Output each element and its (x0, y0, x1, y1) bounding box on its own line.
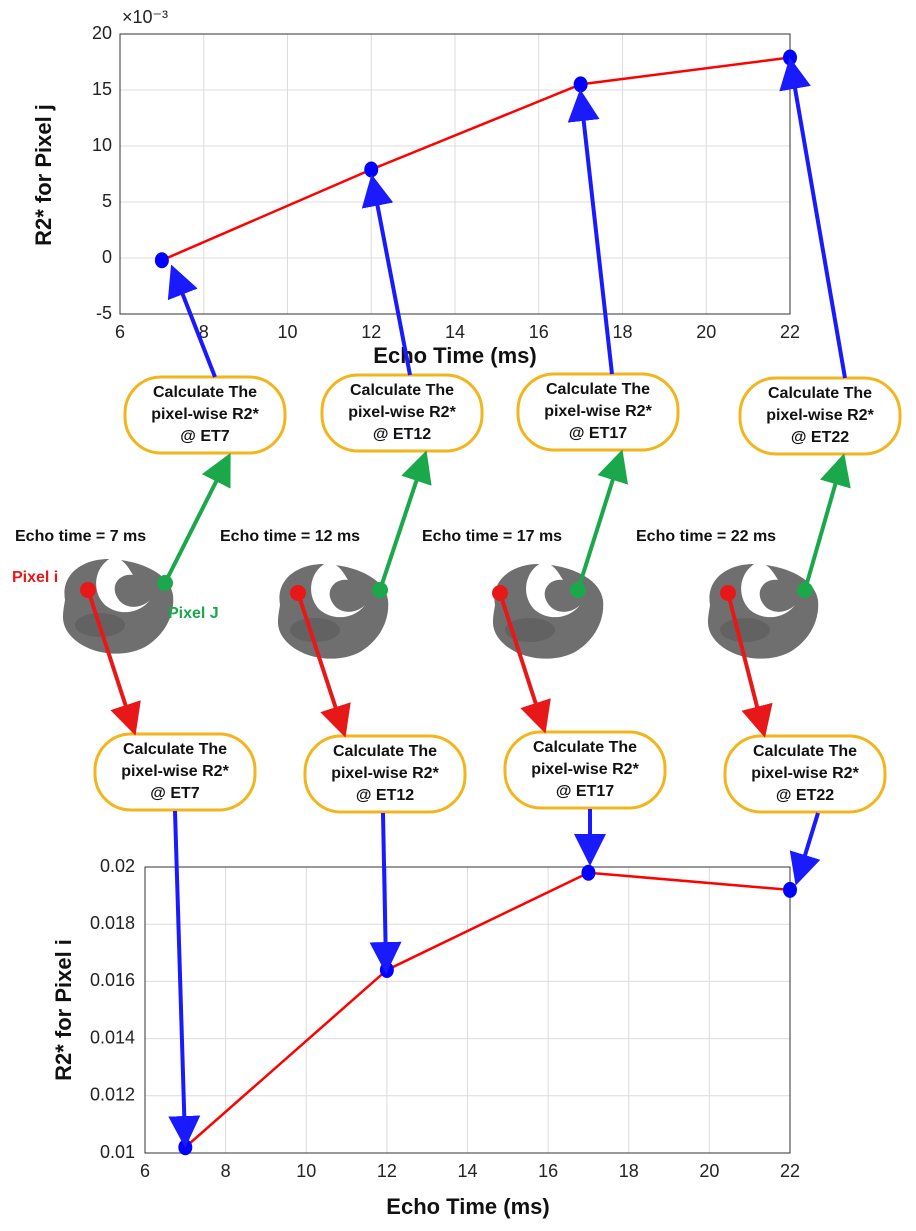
pixel-i-dot (492, 585, 508, 601)
pixel-j-dot (570, 582, 586, 598)
box-text: pixel-wise R2* (544, 403, 652, 420)
y-tick-label: 0.02 (100, 856, 135, 876)
green-arrow (805, 461, 842, 590)
x-tick-label: 22 (780, 322, 800, 342)
x-tick-label: 16 (538, 1161, 558, 1181)
heart-image (278, 562, 388, 659)
x-tick-label: 12 (361, 322, 381, 342)
box-text: @ ET22 (776, 787, 834, 804)
box-text: pixel-wise R2* (348, 404, 456, 421)
x-axis-label: Echo Time (ms) (373, 343, 536, 368)
echo-label: Echo time = 7 ms (15, 528, 146, 545)
x-tick-label: 6 (140, 1161, 150, 1181)
data-point (364, 162, 378, 178)
pixel-j-dot (797, 582, 813, 598)
x-tick-label: 14 (457, 1161, 477, 1181)
heart-image (708, 562, 818, 659)
y-tick-label: 20 (92, 23, 112, 43)
pixel-j-dot (372, 582, 388, 598)
box-text: pixel-wise R2* (531, 761, 639, 778)
x-tick-label: 18 (612, 322, 632, 342)
echo-label: Echo time = 12 ms (220, 528, 360, 545)
x-tick-label: 20 (696, 322, 716, 342)
box-text: pixel-wise R2* (331, 765, 439, 782)
blue-arrow (798, 813, 818, 878)
pixel-i-dot (290, 585, 306, 601)
y-tick-label: 0.014 (90, 1027, 135, 1047)
box-text: Calculate The (753, 743, 857, 760)
x-tick-label: 14 (445, 322, 465, 342)
pixel-j-dot (157, 575, 173, 591)
pixel-i-dot (80, 582, 96, 598)
x-tick-label: 22 (780, 1161, 800, 1181)
pixel-i-label: Pixel i (12, 569, 58, 586)
box-text: @ ET12 (373, 426, 431, 443)
box-text: Calculate The (350, 382, 454, 399)
y-tick-label: -5 (96, 303, 112, 323)
green-arrow (165, 460, 227, 583)
y-tick-label: 0.01 (100, 1142, 135, 1162)
box-text: @ ET7 (180, 428, 229, 445)
x-tick-label: 10 (277, 322, 297, 342)
y-tick-label: 0.018 (90, 913, 135, 933)
data-point (783, 50, 797, 66)
x-tick-label: 6 (115, 322, 125, 342)
box-text: Calculate The (333, 743, 437, 760)
green-arrow (578, 457, 620, 590)
box-text: @ ET22 (791, 429, 849, 446)
pixel-i-dot (720, 585, 736, 601)
x-tick-label: 16 (529, 322, 549, 342)
data-point (574, 76, 588, 92)
heart-image (63, 557, 173, 654)
box-text: Calculate The (123, 741, 227, 758)
box-text: Calculate The (768, 385, 872, 402)
box-text: Calculate The (546, 381, 650, 398)
box-text: Calculate The (153, 384, 257, 401)
x-tick-label: 8 (221, 1161, 231, 1181)
y-tick-label: 10 (92, 135, 112, 155)
y-tick-label: 0 (102, 247, 112, 267)
figure: 6 8 10 12 14 16 18 20 22 -5 0 5 10 15 20 Echo Time (ms)… (0, 0, 916, 1231)
x-tick-label: 12 (377, 1161, 397, 1181)
green-arrow (380, 458, 424, 590)
box-text: pixel-wise R2* (151, 406, 259, 423)
box-text: pixel-wise R2* (121, 763, 229, 780)
x-tick-label: 18 (619, 1161, 639, 1181)
x-tick-label: 20 (699, 1161, 719, 1181)
box-text: pixel-wise R2* (751, 765, 859, 782)
y-tick-label: 5 (102, 191, 112, 211)
box-text: @ ET12 (356, 787, 414, 804)
x-axis-label: Echo Time (ms) (386, 1194, 549, 1219)
y-axis-label: R2* for Pixel j (31, 104, 56, 246)
box-text: pixel-wise R2* (766, 407, 874, 424)
box-text: Calculate The (533, 739, 637, 756)
heart-image (493, 562, 603, 659)
data-point (783, 882, 797, 898)
box-text: @ ET17 (569, 425, 627, 442)
pixel-j-label: Pixel J (168, 605, 219, 622)
heart-texture (720, 618, 770, 642)
data-point (155, 252, 169, 268)
box-text: @ ET7 (150, 785, 199, 802)
y-tick-label: 15 (92, 79, 112, 99)
echo-label: Echo time = 22 ms (636, 528, 776, 545)
y-tick-label: 0.016 (90, 970, 135, 990)
y-exponent: ×10⁻³ (122, 7, 168, 27)
y-tick-label: 0.012 (90, 1085, 135, 1105)
y-axis-label: R2* for Pixel i (51, 939, 76, 1081)
data-point (581, 865, 595, 881)
data-point (178, 1139, 192, 1155)
echo-label: Echo time = 17 ms (422, 528, 562, 545)
box-text: @ ET17 (556, 783, 614, 800)
x-tick-label: 10 (296, 1161, 316, 1181)
